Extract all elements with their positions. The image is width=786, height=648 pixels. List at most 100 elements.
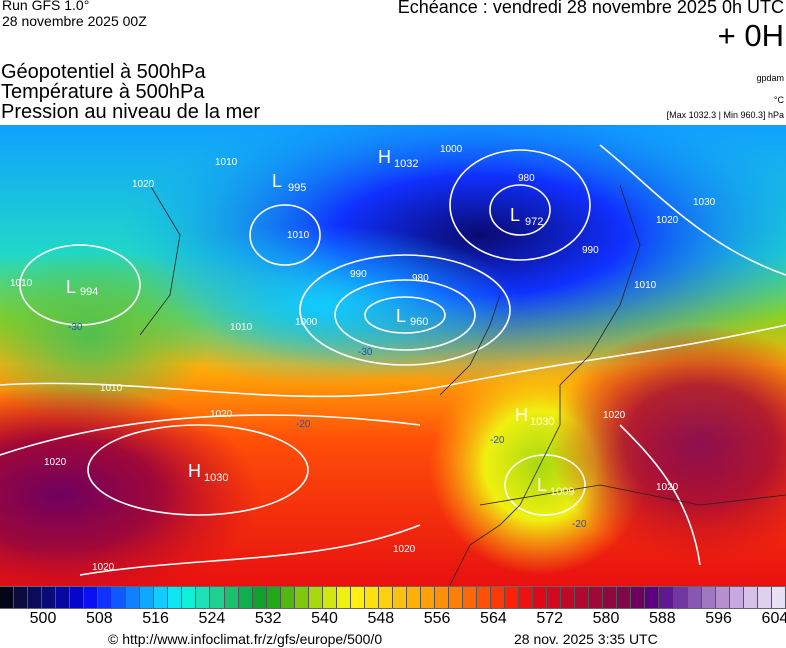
colorbar-swatch: [350, 587, 365, 608]
colorbar-swatch: [182, 587, 197, 608]
colorbar-swatch: [631, 587, 646, 608]
colorbar-swatch: [294, 587, 309, 608]
colorbar-swatch: [84, 587, 99, 608]
run-label: Run GFS 1.0°: [2, 0, 90, 13]
colorbar-swatch: [42, 587, 57, 608]
svg-text:H: H: [188, 461, 201, 481]
colorbar-swatch: [645, 587, 660, 608]
colorbar-tick-label: 508: [85, 610, 113, 627]
svg-text:1010: 1010: [634, 280, 657, 291]
colorbar-swatch: [519, 587, 534, 608]
colorbar-swatch: [112, 587, 127, 608]
svg-text:994: 994: [80, 286, 98, 298]
colorbar-swatch: [687, 587, 702, 608]
svg-text:1020: 1020: [603, 410, 626, 421]
source-url[interactable]: © http://www.infoclimat.fr/z/gfs/europe/…: [108, 631, 383, 647]
colorbar-swatch: [98, 587, 113, 608]
colorbar-swatch: [589, 587, 604, 608]
svg-text:-20: -20: [572, 519, 587, 530]
trough-atlantic: [120, 225, 520, 385]
svg-text:L: L: [272, 171, 282, 191]
svg-text:995: 995: [288, 182, 306, 194]
high-center: H 1032: [378, 147, 418, 170]
unit-gpdam: gpdam: [756, 73, 784, 83]
colorbar-tick-label: 564: [480, 610, 507, 627]
colorbar-tick-label: 532: [254, 610, 282, 627]
colorbar-swatch: [561, 587, 576, 608]
colorbar-swatch: [491, 587, 506, 608]
run-date: 28 novembre 2025 00Z: [2, 13, 147, 29]
low-center: L 960: [396, 306, 428, 328]
high-center: H 1030: [188, 461, 228, 484]
svg-text:1030: 1030: [530, 416, 554, 428]
svg-text:L: L: [66, 277, 76, 297]
ridge-east: [550, 325, 786, 565]
svg-text:1030: 1030: [693, 197, 716, 208]
svg-text:H: H: [378, 147, 391, 167]
low-center: L 995: [272, 171, 306, 194]
colorbar-swatch: [434, 587, 449, 608]
colorbar-swatch: [477, 587, 492, 608]
colorbar-swatch: [757, 587, 772, 608]
svg-text:1020: 1020: [132, 179, 155, 190]
colorbar-swatch: [463, 587, 478, 608]
svg-text:1020: 1020: [210, 409, 233, 420]
colorbar-swatch: [336, 587, 351, 608]
svg-text:980: 980: [518, 173, 535, 184]
colorbar-tick-label: 548: [367, 610, 395, 627]
colorbar-tick-label: 596: [705, 610, 732, 627]
svg-text:972: 972: [525, 216, 543, 228]
colorbar-swatch: [14, 587, 29, 608]
high-center: H 1030: [515, 405, 554, 428]
svg-text:1020: 1020: [656, 482, 679, 493]
coastlines: [139, 184, 786, 586]
colorbar-tick-label: 604: [761, 610, 786, 627]
colorbar-tick-label: 580: [592, 610, 620, 627]
colorbar-swatch: [252, 587, 267, 608]
field-temperature: Température à 500hPa: [1, 81, 205, 103]
echeance-label: Echéance : vendredi 28 novembre 2025 0h …: [397, 0, 784, 17]
svg-text:L: L: [510, 205, 520, 225]
colorbar-swatch: [771, 587, 786, 608]
low-west: [0, 245, 210, 425]
svg-text:990: 990: [350, 269, 367, 280]
low-center: L 994: [66, 277, 98, 298]
colorbar-tick-label: 588: [648, 610, 676, 627]
isobar-labels: 1020 1010 1010 1000 980 990 980 1000 101…: [10, 144, 716, 573]
svg-text:1010: 1010: [215, 157, 238, 168]
colorbar-swatch: [224, 587, 239, 608]
svg-text:1020: 1020: [656, 215, 679, 226]
colorbar-swatch: [70, 587, 85, 608]
colorbar-swatch: [505, 587, 520, 608]
colorbar-swatch: [701, 587, 716, 608]
svg-text:1009: 1009: [550, 486, 574, 498]
colorbar-swatch: [603, 587, 618, 608]
colorbar-swatch: [575, 587, 590, 608]
svg-text:980: 980: [412, 273, 429, 284]
colorbar-swatch: [308, 587, 323, 608]
svg-text:990: 990: [582, 245, 599, 256]
svg-text:1000: 1000: [440, 144, 463, 155]
pressure-range: [Max 1032.3 | Min 960.3] hPa: [666, 110, 784, 120]
temperature-labels: -30 -30 -20 -20 -20: [68, 322, 587, 530]
svg-text:1020: 1020: [393, 544, 416, 555]
colorbar-swatch: [673, 587, 688, 608]
low-center: L 972: [510, 205, 543, 228]
colorbar-swatch: [378, 587, 393, 608]
colorbar-tick-label: 540: [311, 610, 338, 627]
colorbar-swatch: [322, 587, 337, 608]
field-pressure: Pression au niveau de la mer: [1, 101, 261, 123]
svg-text:1010: 1010: [287, 230, 310, 241]
colorbar-tick-label: 500: [29, 610, 57, 627]
ridge-southwest: [0, 385, 260, 586]
svg-text:L: L: [537, 475, 547, 495]
colorbar-swatch: [715, 587, 730, 608]
colorbar-tick-label: 516: [142, 610, 169, 627]
svg-text:-20: -20: [490, 435, 505, 446]
colorbar-tick-label: 572: [536, 610, 564, 627]
unit-celsius: °C: [773, 95, 784, 105]
colorbar-swatch: [28, 587, 43, 608]
